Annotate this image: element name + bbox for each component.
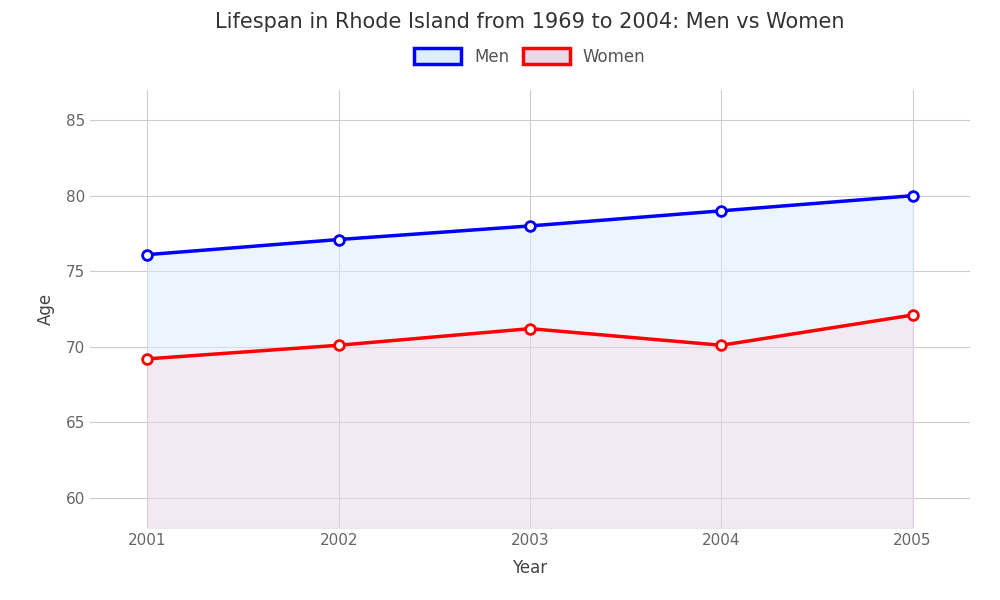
Y-axis label: Age: Age <box>37 293 55 325</box>
X-axis label: Year: Year <box>512 559 548 577</box>
Title: Lifespan in Rhode Island from 1969 to 2004: Men vs Women: Lifespan in Rhode Island from 1969 to 20… <box>215 11 845 31</box>
Legend: Men, Women: Men, Women <box>408 41 652 73</box>
